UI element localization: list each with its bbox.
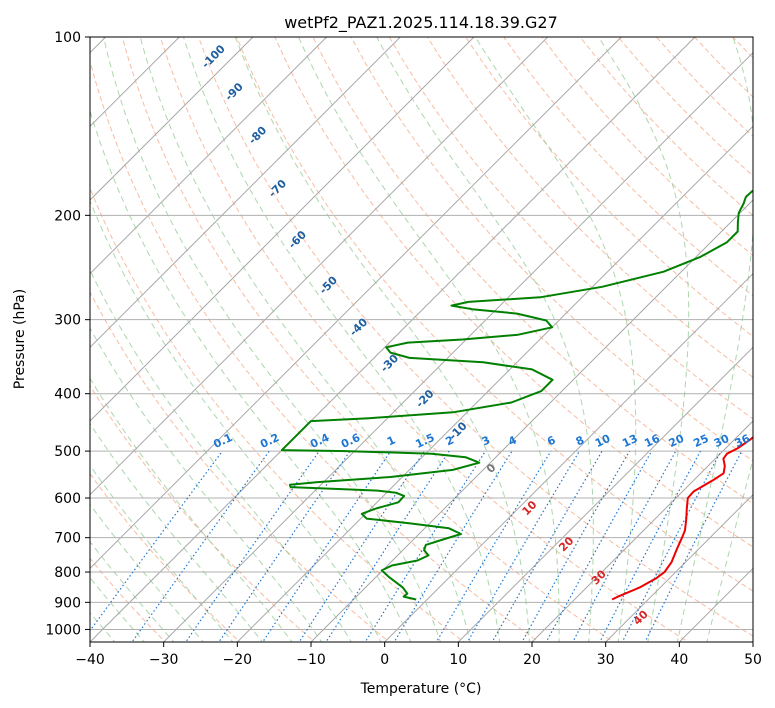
mixing-ratio-line [491, 450, 603, 642]
mixing-ratio-line [131, 450, 270, 642]
dry-adiabat [388, 37, 753, 420]
x-tick-label: −10 [296, 652, 326, 668]
x-tick-label: −20 [223, 652, 253, 668]
y-tick-label: 300 [54, 313, 81, 329]
mixing-ratio-line [466, 450, 580, 642]
y-tick-label: 100 [54, 30, 81, 46]
y-tick-label: 1000 [45, 622, 81, 638]
dry-adiabat [312, 37, 753, 505]
x-axis-ticks: −40 −30 −20 −10 0 10 20 30 40 50 [75, 642, 762, 668]
isotherm [90, 37, 623, 570]
mixing-ratio-line [262, 450, 392, 642]
x-tick-label: 50 [744, 652, 762, 668]
mixing-ratio-line [393, 450, 513, 642]
isotherm [0, 10, 59, 654]
isotherm [90, 37, 402, 349]
isotherm [90, 37, 181, 128]
mixing-ratio-line [599, 450, 702, 642]
isotherm [90, 37, 549, 496]
y-tick-label: 500 [54, 444, 81, 460]
mixing-ratio-label: 10 [593, 432, 613, 450]
pressure-gridlines [90, 37, 753, 630]
y-axis-ticks: 100 200 300 400 500 600 700 800 900 1000 [45, 30, 90, 638]
dry-adiabat [90, 384, 316, 642]
dry-adiabat [771, 37, 775, 644]
dry-adiabat [350, 37, 753, 462]
dry-adiabat [198, 37, 753, 637]
dry-adiabat [465, 37, 753, 338]
y-tick-label: 200 [54, 208, 81, 224]
x-axis-label: Temperature (°C) [360, 681, 482, 697]
mixing-ratio-label: 13 [620, 432, 639, 450]
dry-adiabat [274, 37, 753, 548]
chart-title: wetPf2_PAZ1.2025.114.18.39.G27 [284, 13, 558, 33]
x-tick-label: −30 [149, 652, 179, 668]
isotherm [457, 346, 753, 642]
x-tick-label: 40 [670, 652, 688, 668]
moist-adiabat [90, 199, 382, 642]
isotherm [90, 37, 475, 422]
mixing-ratio-label: 30 [712, 432, 732, 450]
plot-frame [89, 36, 754, 643]
dry-adiabat [503, 37, 753, 297]
mixing-ratio-label: 20 [667, 432, 687, 450]
y-tick-label: 400 [54, 387, 81, 403]
y-axis-label: Pressure (hPa) [12, 289, 28, 389]
isotherms [0, 10, 753, 654]
mixing-ratio-label: 16 [642, 432, 662, 450]
isotherm [604, 493, 753, 642]
mixing-ratio-line [572, 450, 677, 642]
isotherm [236, 125, 753, 642]
isotherm [90, 37, 254, 201]
x-tick-label: 30 [597, 652, 615, 668]
isotherm [310, 199, 753, 642]
isotherm [531, 420, 753, 642]
mixing-ratio-line [545, 450, 653, 642]
isotherm [383, 272, 753, 642]
mixing-ratio-label: 25 [691, 432, 710, 450]
y-tick-label: 600 [54, 491, 81, 507]
mixing-ratio-line [298, 450, 425, 642]
moist-adiabat [90, 109, 412, 642]
mixing-ratio-line [218, 450, 351, 642]
x-tick-label: −40 [75, 652, 105, 668]
x-tick-label: 0 [380, 652, 389, 668]
isotherm [90, 37, 328, 275]
dry-adiabat [236, 37, 753, 592]
profile-series [280, 189, 753, 601]
mixing-ratio-line [325, 450, 450, 642]
x-tick-label: 20 [523, 652, 541, 668]
y-tick-label: 700 [54, 531, 81, 547]
mixing-ratio-line [435, 450, 552, 642]
isotherm [162, 51, 753, 642]
temperature-line [611, 436, 753, 601]
y-tick-label: 900 [54, 595, 81, 611]
mixing-ratio-lines [90, 450, 743, 642]
mixing-ratio-label: 36 [733, 432, 753, 450]
x-tick-label: 10 [449, 652, 467, 668]
y-tick-label: 800 [54, 565, 81, 581]
isotherm [90, 37, 696, 642]
dewpoint-line [280, 189, 753, 601]
mixing-ratio-line [364, 450, 486, 642]
